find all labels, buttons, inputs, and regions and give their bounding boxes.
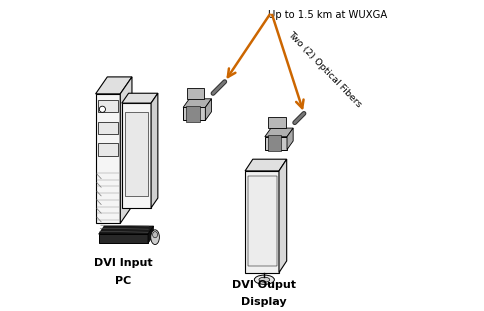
Polygon shape bbox=[245, 159, 287, 171]
Circle shape bbox=[99, 106, 106, 112]
Polygon shape bbox=[183, 107, 205, 120]
Polygon shape bbox=[151, 93, 158, 208]
Polygon shape bbox=[247, 175, 276, 267]
Ellipse shape bbox=[259, 277, 270, 282]
Polygon shape bbox=[186, 88, 204, 99]
Polygon shape bbox=[183, 99, 212, 107]
Polygon shape bbox=[99, 234, 148, 243]
Polygon shape bbox=[148, 226, 153, 243]
Ellipse shape bbox=[254, 275, 274, 284]
Text: PC: PC bbox=[115, 276, 132, 286]
Text: Up to 1.5 km at WUXGA: Up to 1.5 km at WUXGA bbox=[268, 10, 387, 20]
Text: Two (2) Optical Fibers: Two (2) Optical Fibers bbox=[286, 30, 363, 109]
Polygon shape bbox=[99, 226, 153, 234]
Polygon shape bbox=[98, 100, 118, 112]
Polygon shape bbox=[125, 112, 148, 196]
Text: DVI Ouput: DVI Ouput bbox=[231, 280, 296, 290]
Ellipse shape bbox=[152, 232, 158, 238]
Polygon shape bbox=[265, 137, 287, 150]
Polygon shape bbox=[186, 106, 200, 122]
Text: DVI Input: DVI Input bbox=[94, 258, 152, 268]
Polygon shape bbox=[268, 117, 286, 128]
Text: Display: Display bbox=[241, 296, 287, 307]
Polygon shape bbox=[122, 103, 151, 208]
Ellipse shape bbox=[151, 230, 159, 244]
Polygon shape bbox=[268, 135, 282, 151]
Polygon shape bbox=[98, 122, 118, 134]
Polygon shape bbox=[96, 94, 120, 223]
Polygon shape bbox=[265, 128, 293, 137]
Polygon shape bbox=[120, 77, 132, 223]
Polygon shape bbox=[287, 128, 293, 150]
Polygon shape bbox=[279, 159, 287, 273]
Polygon shape bbox=[205, 99, 212, 120]
Polygon shape bbox=[122, 93, 158, 103]
Polygon shape bbox=[98, 143, 118, 156]
Polygon shape bbox=[245, 171, 279, 273]
Polygon shape bbox=[96, 77, 132, 94]
